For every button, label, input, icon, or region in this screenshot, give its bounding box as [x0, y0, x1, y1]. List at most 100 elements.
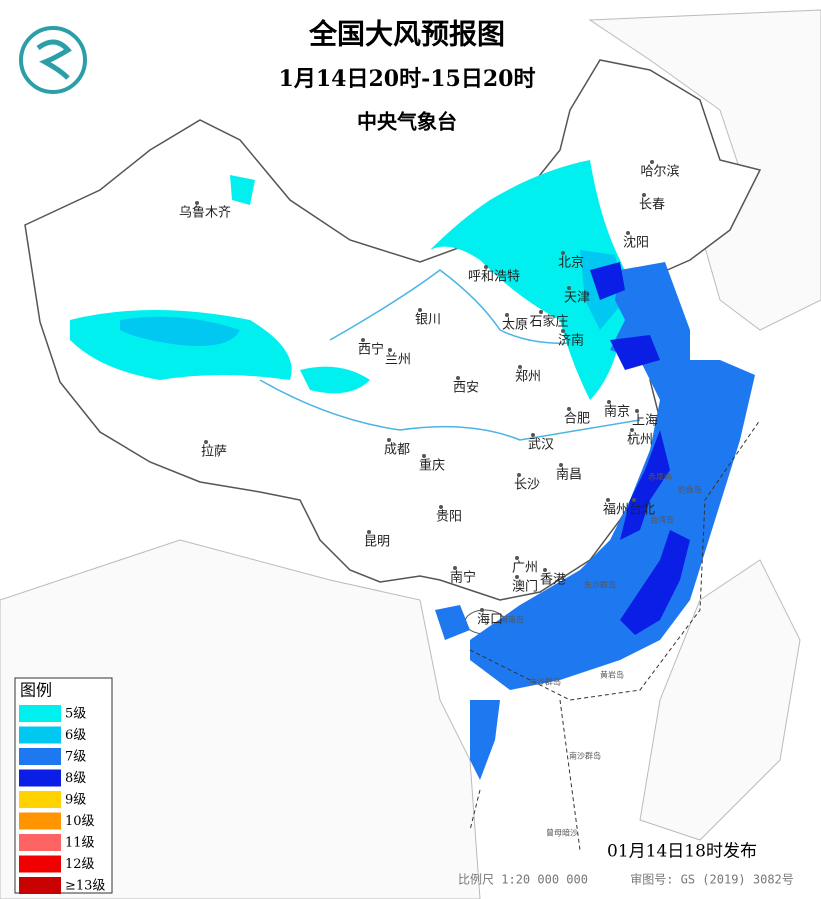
city-label: 沈阳 [623, 236, 649, 251]
city-dot [561, 329, 565, 333]
city-label: 福州 [603, 503, 629, 518]
place-label: 黄岩岛 [600, 670, 624, 680]
place-label: 曾母暗沙 [546, 828, 578, 838]
city-dot [484, 265, 488, 269]
legend-items: 5级 6级 7级 8级 9级 10级 11级 12级 ≥13级 [19, 705, 105, 894]
legend-swatch [19, 769, 61, 787]
wind-area [620, 430, 670, 540]
city-dot [561, 251, 565, 255]
city-dot [204, 440, 208, 444]
city-dot [567, 286, 571, 290]
city-label: 杭州 [627, 433, 653, 448]
wind-area [470, 700, 500, 780]
city-label: 长沙 [514, 478, 540, 493]
legend-label: 11级 [65, 836, 95, 851]
city-label: 武汉 [528, 438, 554, 453]
city-label: 西宁 [358, 342, 384, 358]
legend-swatch [19, 726, 61, 744]
city-label: 贵阳 [436, 510, 462, 525]
approval: 审图号: GS (2019) 3082号 [630, 872, 794, 887]
city-dot [607, 400, 611, 404]
city-dot [422, 454, 426, 458]
city-dot [453, 566, 457, 570]
city-dot [367, 530, 371, 534]
sea-boundary [469, 419, 761, 851]
city-label: 兰州 [385, 353, 411, 368]
city-dot [518, 365, 522, 369]
wind-area [230, 175, 255, 205]
city-label: 香港 [540, 573, 566, 588]
wind-area [590, 262, 625, 300]
city-dot [539, 310, 543, 314]
neighbor-land [0, 539, 481, 899]
legend-swatch [19, 748, 61, 765]
city-dot [505, 313, 509, 317]
city-dot [361, 338, 365, 342]
city-label: 北京 [558, 256, 584, 271]
place-label: 海南岛 [500, 615, 524, 625]
city-label: 合肥 [564, 412, 590, 427]
legend-swatch [19, 877, 61, 894]
wind-area [610, 335, 660, 370]
city-dot [543, 568, 547, 572]
place-label: 赤尾屿 [648, 473, 672, 482]
city-label: 乌鲁木齐 [179, 205, 231, 221]
city-label: 拉萨 [201, 445, 227, 460]
city-dot [632, 498, 636, 502]
city-label: 广州 [512, 561, 538, 576]
city-dot [517, 473, 521, 477]
city-dot [515, 575, 519, 579]
place-label: 东沙群岛 [584, 580, 616, 590]
city-dot [635, 409, 639, 413]
legend-label: 5级 [65, 707, 86, 722]
city-label: 澳门 [512, 579, 538, 595]
wind-area [435, 605, 470, 640]
city-dot [418, 308, 422, 312]
city-label: 西安 [453, 381, 479, 396]
city-label: 长春 [639, 198, 665, 213]
city-label: 上海 [632, 414, 658, 429]
legend-label: 9级 [65, 793, 86, 808]
river [329, 269, 601, 345]
city-dot [531, 433, 535, 437]
legend-label: ≥13级 [65, 879, 105, 894]
legend-swatch [19, 705, 61, 722]
legend-swatch [19, 812, 61, 830]
legend-swatch [19, 791, 61, 808]
place-label: 钓鱼岛 [678, 485, 702, 495]
subtitle: 1月14日20时-15日20时 [279, 66, 536, 92]
city-label: 南昌 [556, 467, 582, 483]
neighbor-land [588, 9, 821, 331]
city-label: 济南 [558, 333, 584, 349]
city-label: 成都 [384, 443, 410, 458]
legend-label: 10级 [65, 814, 95, 829]
wind-area [470, 262, 755, 690]
city-dot [559, 463, 563, 467]
wind-area [300, 366, 370, 394]
legend-label: 7级 [65, 750, 86, 765]
place-label: 南沙群岛 [569, 751, 601, 761]
legend-title: 图例 [20, 681, 52, 700]
city-dot [388, 348, 392, 352]
city-dot [606, 498, 610, 502]
legend-label: 6级 [65, 728, 86, 743]
issued: 01月14日18时发布 [607, 842, 757, 862]
wind-areas [70, 160, 755, 780]
city-label: 天津 [564, 291, 590, 306]
legend-swatch [19, 834, 61, 851]
legend-label: 8级 [65, 771, 86, 786]
city-dot [630, 428, 634, 432]
river [259, 379, 641, 441]
city-dot [642, 193, 646, 197]
city-dot [567, 407, 571, 411]
city-dot [515, 556, 519, 560]
scale: 比例尺 1:20 000 000 [458, 873, 588, 887]
publisher: 中央气象台 [357, 110, 457, 134]
city-label: 石家庄 [529, 314, 568, 330]
city-label: 昆明 [364, 535, 390, 550]
city-label: 银川 [415, 313, 441, 328]
legend-swatch [19, 855, 61, 873]
legend-label: 12级 [65, 857, 95, 872]
